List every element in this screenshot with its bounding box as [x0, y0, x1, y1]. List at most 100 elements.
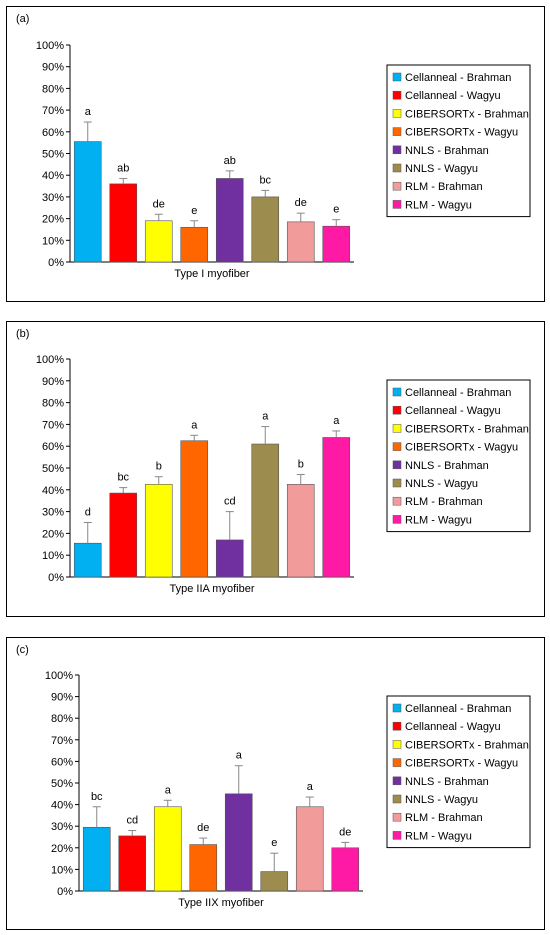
legend-entry: CIBERSORTx - Wagyu — [405, 442, 518, 454]
y-tick-label: 80% — [42, 83, 64, 95]
bar — [189, 844, 218, 892]
legend-entry: CIBERSORTx - Wagyu — [405, 758, 518, 770]
legend-swatch — [392, 776, 402, 786]
bar — [322, 437, 351, 578]
significance-label: a — [262, 411, 269, 423]
significance-label: a — [333, 415, 340, 427]
legend-swatch — [392, 515, 402, 524]
legend-swatch — [392, 424, 402, 433]
legend-entry: CIBERSORTx - Brahman — [405, 108, 529, 120]
x-axis-label: Type IIX myofiber — [178, 897, 264, 909]
significance-label: a — [85, 106, 92, 118]
y-tick-label: 100% — [36, 354, 64, 366]
legend-swatch — [392, 831, 402, 840]
legend-swatch — [392, 442, 402, 451]
bar — [144, 484, 173, 578]
bar — [153, 806, 182, 892]
significance-label: cd — [224, 496, 236, 508]
y-tick-label: 50% — [42, 463, 64, 475]
y-tick-label: 0% — [48, 257, 64, 269]
legend-entry: Cellanneal - Wagyu — [405, 90, 501, 102]
legend-swatch — [392, 721, 402, 731]
legend-box — [386, 64, 531, 218]
y-tick-label: 10% — [42, 550, 64, 562]
bar — [109, 183, 138, 263]
bar-chart-type-i: 0% 10% 20% 30% 40% 50% 60% 70% 80% 90% 100% a ab de e a… — [36, 40, 531, 280]
legend-swatch — [392, 163, 402, 173]
legend-entry: RLM - Brahman — [405, 181, 483, 193]
y-tick-label: 50% — [42, 149, 64, 161]
significance-label: bc — [259, 174, 271, 186]
bar — [180, 226, 209, 263]
bar — [180, 440, 209, 578]
legend-entry: CIBERSORTx - Brahman — [405, 739, 529, 751]
bar — [260, 871, 289, 892]
bar — [215, 539, 244, 578]
legend-entry: NNLS - Wagyu — [405, 163, 478, 175]
y-tick-label: 20% — [42, 528, 64, 540]
legend-box — [386, 695, 531, 849]
bar — [286, 221, 315, 263]
y-tick-label: 80% — [51, 713, 73, 725]
y-tick-label: 60% — [42, 441, 64, 453]
significance-label: cd — [126, 815, 138, 827]
legend-entry: NNLS - Brahman — [405, 145, 489, 157]
legend-entry: RLM - Brahman — [405, 812, 483, 824]
y-tick-label: 60% — [42, 127, 64, 139]
significance-label: b — [298, 459, 304, 471]
significance-label: a — [165, 784, 172, 796]
legend-swatch — [392, 758, 402, 767]
significance-label: d — [85, 507, 91, 519]
panel-label: (c) — [16, 644, 29, 656]
y-tick-label: 10% — [51, 864, 73, 876]
significance-label: e — [333, 204, 339, 216]
y-tick-label: 100% — [36, 40, 64, 52]
significance-label: e — [271, 837, 277, 849]
legend-swatch — [392, 496, 402, 506]
legend-entry: NNLS - Wagyu — [405, 794, 478, 806]
legend-swatch — [392, 387, 402, 397]
bar — [251, 443, 280, 578]
significance-label: a — [191, 419, 198, 431]
panel-label: (b) — [16, 328, 30, 340]
significance-label: ab — [117, 162, 129, 174]
legend-box — [386, 379, 531, 533]
y-tick-label: 30% — [42, 507, 64, 519]
legend-swatch — [392, 200, 402, 209]
y-tick-label: 90% — [51, 692, 73, 704]
bar — [295, 806, 324, 892]
legend-entry: RLM - Brahman — [405, 496, 483, 508]
legend-swatch — [392, 812, 402, 822]
legend-entry: Cellanneal - Brahman — [405, 72, 511, 84]
bar-chart-type-iia: 0% 10% 20% 30% 40% 50% 60% 70% 80% 90% 100% d bc b a cd… — [36, 354, 531, 595]
legend-swatch — [392, 794, 402, 804]
panel-a: (a) 0% 10% 20% 30% 40% 50% 60% 70% 80% 90% 100% a ab… — [6, 6, 545, 302]
significance-label: a — [236, 750, 243, 762]
bar — [73, 141, 102, 263]
legend-entry: Cellanneal - Brahman — [405, 387, 511, 399]
significance-label: e — [191, 205, 197, 217]
legend-swatch — [392, 405, 402, 415]
y-tick-label: 20% — [42, 214, 64, 226]
bar — [144, 220, 173, 263]
y-tick-label: 40% — [51, 800, 73, 812]
legend-swatch — [392, 478, 402, 488]
bar — [251, 196, 280, 263]
legend-swatch — [392, 703, 402, 713]
bar — [224, 793, 253, 892]
significance-label: a — [307, 781, 314, 793]
significance-label: b — [156, 461, 162, 473]
x-axis-label: Type IIA myofiber — [170, 583, 255, 595]
y-tick-label: 70% — [42, 419, 64, 431]
legend-swatch — [392, 72, 402, 82]
y-tick-label: 70% — [51, 735, 73, 747]
y-tick-label: 0% — [57, 886, 73, 898]
y-tick-label: 30% — [42, 192, 64, 204]
panel-label: (a) — [16, 13, 30, 25]
y-tick-label: 10% — [42, 235, 64, 247]
x-axis-label: Type I myofiber — [174, 268, 250, 280]
legend-swatch — [392, 181, 402, 191]
y-tick-label: 30% — [51, 821, 73, 833]
legend-swatch — [392, 740, 402, 749]
legend-entry: NNLS - Wagyu — [405, 478, 478, 490]
